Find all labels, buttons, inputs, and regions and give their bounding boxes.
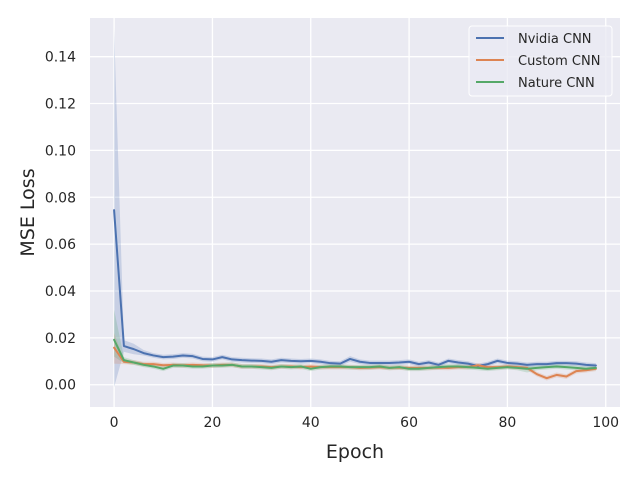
y-tick-label: 0.04 xyxy=(45,284,76,300)
y-tick-label: 0.12 xyxy=(45,97,76,113)
y-tick-label: 0.02 xyxy=(45,331,76,347)
series-lines xyxy=(113,209,597,380)
legend-entry-label: Custom CNN xyxy=(518,54,600,69)
y-tick-label: 0.08 xyxy=(45,190,76,206)
y-tick-label: 0.00 xyxy=(45,378,76,394)
x-tick-label: 100 xyxy=(592,415,619,431)
y-axis-ticks: 0.00 0.02 0.04 0.06 0.08 0.10 0.12 0.14 xyxy=(45,50,76,394)
legend: Nvidia CNN Custom CNN Nature CNN xyxy=(468,25,613,97)
series-line-0 xyxy=(113,209,597,367)
x-axis-ticks: 0 20 40 60 80 100 xyxy=(110,415,619,431)
x-tick-label: 60 xyxy=(400,415,418,431)
confidence-band-1 xyxy=(114,333,596,381)
legend-box xyxy=(468,25,613,97)
legend-entry-label: Nature CNN xyxy=(518,76,595,91)
x-tick-label: 80 xyxy=(498,415,516,431)
x-axis-label: Epoch xyxy=(326,441,384,463)
y-tick-label: 0.06 xyxy=(45,237,76,253)
y-tick-label: 0.14 xyxy=(45,50,76,66)
x-tick-label: 20 xyxy=(204,415,222,431)
legend-entry-label: Nvidia CNN xyxy=(518,32,592,47)
x-tick-label: 0 xyxy=(110,415,119,431)
y-tick-label: 0.10 xyxy=(45,143,76,159)
y-axis-label: MSE Loss xyxy=(17,168,39,256)
series-line-2 xyxy=(113,338,597,370)
x-tick-label: 40 xyxy=(302,415,320,431)
